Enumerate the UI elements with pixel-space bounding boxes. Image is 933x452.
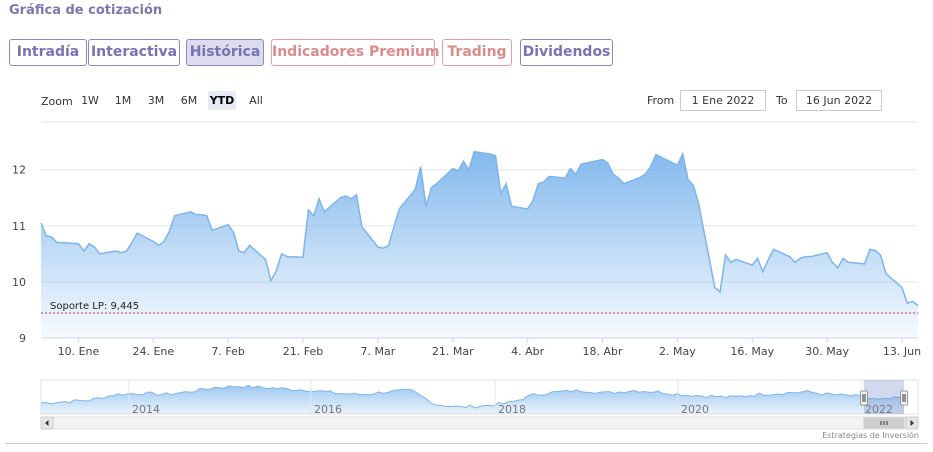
zoom-3m-button[interactable]: 3M bbox=[147, 94, 165, 107]
zoom-label: Zoom bbox=[41, 95, 73, 108]
y-tick-label: 9 bbox=[19, 332, 26, 345]
x-tick-label: 4. Abr bbox=[511, 345, 544, 358]
navigator-left-handle[interactable] bbox=[860, 390, 868, 406]
navigator-line bbox=[40, 384, 905, 409]
zoom-ytd-button[interactable]: YTD bbox=[208, 91, 236, 110]
navigator-right-handle[interactable] bbox=[900, 390, 908, 406]
range-from-label: From bbox=[647, 94, 675, 107]
y-tick-label: 12 bbox=[12, 164, 26, 177]
x-tick-label: 21. Feb bbox=[283, 345, 323, 358]
page-title: Gráfica de cotización bbox=[9, 3, 163, 18]
navigator-year-label: 2014 bbox=[132, 403, 160, 416]
price-area bbox=[41, 151, 918, 338]
zoom-6m-button[interactable]: 6M bbox=[180, 94, 198, 107]
scrollbar-thumb[interactable] bbox=[863, 417, 905, 429]
x-tick-label: 7. Mar bbox=[361, 345, 396, 358]
x-tick-label: 30. May bbox=[805, 345, 849, 358]
x-tick-label: 18. Abr bbox=[582, 345, 622, 358]
y-tick-label: 11 bbox=[12, 220, 26, 233]
tab-trading[interactable]: Trading bbox=[442, 39, 512, 66]
navigator-area bbox=[41, 385, 904, 414]
x-tick-label: 16. May bbox=[730, 345, 774, 358]
navigator-year-label: 2016 bbox=[314, 403, 342, 416]
tab-intradia[interactable]: Intradía bbox=[9, 39, 87, 66]
y-tick-label: 10 bbox=[12, 276, 26, 289]
x-tick-label: 13. Jun bbox=[883, 345, 921, 358]
price-line bbox=[40, 150, 919, 307]
scrollbar-right-button[interactable] bbox=[905, 416, 919, 430]
scrollbar-left-button[interactable] bbox=[40, 416, 54, 430]
chart-credits: Estrategias de Inversión bbox=[822, 431, 919, 440]
range-to-label: To bbox=[776, 94, 788, 107]
scrollbar-track[interactable] bbox=[40, 416, 919, 430]
x-tick-label: 7. Feb bbox=[211, 345, 244, 358]
navigator-selection[interactable] bbox=[864, 380, 904, 414]
navigator-year-label: 2018 bbox=[498, 403, 526, 416]
tab-dividendos[interactable]: Dividendos bbox=[520, 39, 613, 66]
x-tick-label: 10. Ene bbox=[58, 345, 100, 358]
grip-lines-icon bbox=[880, 421, 888, 425]
x-tick-label: 2. May bbox=[659, 345, 696, 358]
zoom-1m-button[interactable]: 1M bbox=[114, 94, 132, 107]
tab-indicadores-premium[interactable]: Indicadores Premium bbox=[271, 39, 440, 66]
bottom-divider bbox=[6, 443, 927, 444]
zoom-all-button[interactable]: All bbox=[249, 94, 263, 107]
support-label: Soporte LP: 9,445 bbox=[50, 301, 139, 312]
navigator-year-label: 2022 bbox=[865, 403, 893, 416]
zoom-1w-button[interactable]: 1W bbox=[81, 94, 99, 107]
x-tick-label: 21. Mar bbox=[432, 345, 474, 358]
navigator-year-label: 2020 bbox=[681, 403, 709, 416]
range-to-input[interactable]: 16 Jun 2022 bbox=[796, 90, 882, 111]
tab-interactiva[interactable]: Interactiva bbox=[88, 39, 180, 66]
range-from-input[interactable]: 1 Ene 2022 bbox=[680, 90, 766, 111]
x-tick-label: 24. Ene bbox=[132, 345, 174, 358]
tab-historica[interactable]: Histórica bbox=[186, 39, 264, 66]
